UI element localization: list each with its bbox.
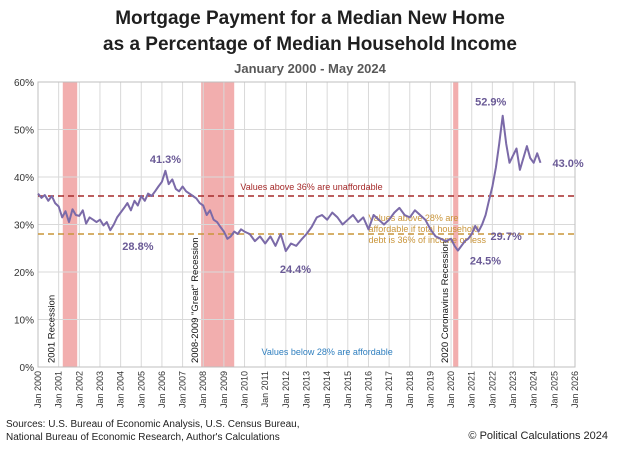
x-tick-label: Jan 2016 xyxy=(363,371,373,408)
x-tick-label: Jan 2024 xyxy=(529,371,539,408)
x-tick-label: Jan 2025 xyxy=(549,371,559,408)
y-tick-label: 30% xyxy=(14,221,34,232)
x-tick-label: Jan 2012 xyxy=(281,371,291,408)
x-tick-label: Jan 2018 xyxy=(405,371,415,408)
chart-title-line1: Mortgage Payment for a Median New Home xyxy=(115,8,505,29)
data-label: 43.0% xyxy=(553,158,584,170)
y-tick-label: 0% xyxy=(20,363,35,374)
x-tick-label: Jan 2026 xyxy=(570,371,580,408)
x-tick-label: Jan 2008 xyxy=(198,371,208,408)
y-tick-label: 50% xyxy=(14,126,34,137)
x-tick-label: Jan 2017 xyxy=(384,371,394,408)
y-tick-label: 10% xyxy=(14,316,34,327)
x-tick-label: Jan 2020 xyxy=(446,371,456,408)
recession-label: 2001 Recession xyxy=(46,295,57,363)
recession-label: 2020 Coronavirus Recession xyxy=(440,241,451,363)
x-tick-label: Jan 2005 xyxy=(136,371,146,408)
x-tick-label: Jan 2019 xyxy=(425,371,435,408)
sources-line-1: Sources: U.S. Bureau of Economic Analysi… xyxy=(6,419,300,430)
x-tick-label: Jan 2001 xyxy=(54,371,64,408)
plot-border xyxy=(37,81,576,368)
data-label: 41.3% xyxy=(150,154,181,166)
y-tick-label: 40% xyxy=(14,173,34,184)
data-label: 29.7% xyxy=(491,231,522,243)
x-tick-label: Jan 2011 xyxy=(260,371,270,407)
sources-line-2: National Bureau of Economic Research, Au… xyxy=(6,432,280,443)
affordable-note: Values below 28% are affordable xyxy=(262,347,393,357)
data-label: 52.9% xyxy=(475,97,506,109)
data-label: 24.5% xyxy=(470,256,501,268)
x-tick-label: Jan 2006 xyxy=(157,371,167,408)
x-tick-label: Jan 2009 xyxy=(219,371,229,408)
copyright-credit: © Political Calculations 2024 xyxy=(468,430,608,442)
x-tick-label: Jan 2014 xyxy=(322,371,332,408)
y-tick-label: 60% xyxy=(14,78,34,89)
x-tick-label: Jan 2007 xyxy=(178,371,188,408)
x-tick-label: Jan 2015 xyxy=(343,371,353,408)
x-tick-label: Jan 2002 xyxy=(74,371,84,408)
x-tick-label: Jan 2003 xyxy=(95,371,105,408)
chart-title-line2: as a Percentage of Median Household Inco… xyxy=(103,34,517,55)
series-line xyxy=(37,114,542,253)
unaffordable-label: Values above 36% are unaffordable xyxy=(240,182,382,192)
x-tick-label: Jan 2013 xyxy=(302,371,312,408)
x-tick-label: Jan 2010 xyxy=(240,371,250,408)
x-tick-label: Jan 2021 xyxy=(467,371,477,408)
affordable-if-label: Values above 28% are xyxy=(368,213,458,223)
data-label: 24.4% xyxy=(280,264,311,276)
affordable-if-label: debt is 36% of income or less xyxy=(368,235,486,245)
data-label: 28.8% xyxy=(122,241,153,253)
affordable-if-label: affordable if total household xyxy=(368,224,478,234)
x-tick-label: Jan 2000 xyxy=(33,371,43,408)
recession-label: 2008-2009 "Great" Recession xyxy=(190,237,201,363)
y-tick-label: 20% xyxy=(14,268,34,279)
sources-note: Sources: U.S. Bureau of Economic Analysi… xyxy=(6,418,299,444)
x-tick-label: Jan 2023 xyxy=(508,371,518,408)
x-tick-label: Jan 2022 xyxy=(487,371,497,408)
chart-subtitle: January 2000 - May 2024 xyxy=(234,61,386,76)
x-tick-label: Jan 2004 xyxy=(116,371,126,408)
